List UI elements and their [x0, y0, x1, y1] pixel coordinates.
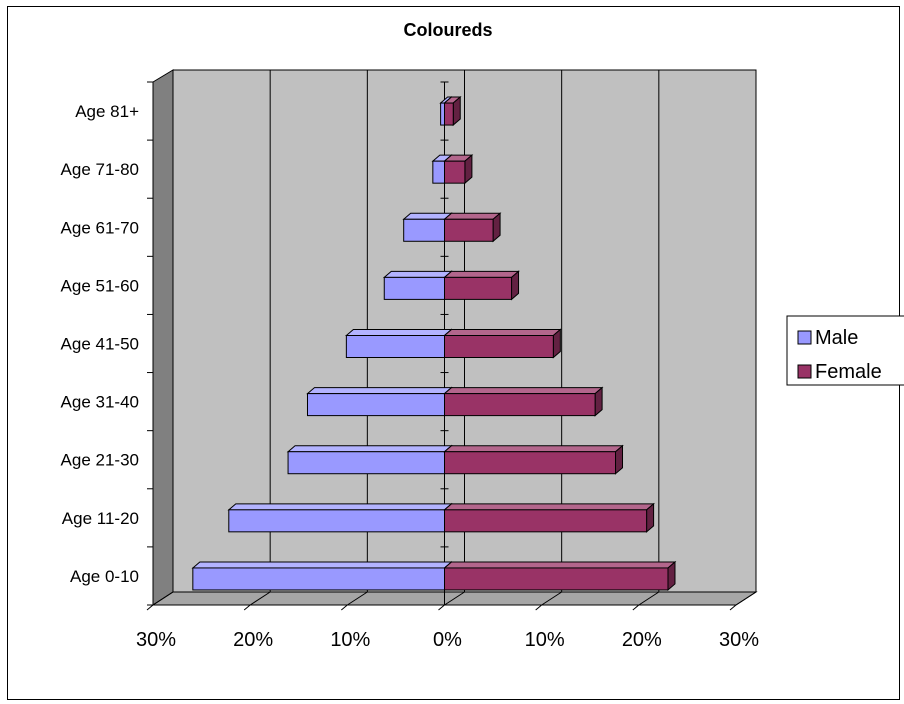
- bar-male-top: [345, 329, 453, 336]
- bar-male-front: [192, 567, 445, 591]
- bar-female-front: [444, 276, 513, 300]
- legend-swatch-female: [797, 364, 812, 379]
- category-label: Age 21-30: [61, 451, 139, 470]
- bar-male-top: [382, 270, 453, 278]
- bar-female: [443, 154, 474, 185]
- category-label: Age 71-80: [61, 160, 139, 179]
- bar-male-top: [402, 212, 453, 220]
- bar-female-front: [444, 567, 669, 591]
- bar-female-front: [444, 335, 554, 358]
- bar-female-top: [443, 212, 502, 220]
- x-tick-label: 30%: [136, 629, 176, 651]
- value-tick: [341, 604, 348, 611]
- bar-female-top: [443, 270, 520, 278]
- floor-gridline: [249, 591, 271, 606]
- bar-female-top: [443, 503, 655, 511]
- bar-female: [443, 502, 655, 533]
- bar-male: [306, 386, 453, 417]
- bar-female: [443, 386, 604, 417]
- category-labels: Age 0-10 Age 11-20 Age 21-30 Age 31-40 Age 4…: [61, 102, 140, 586]
- floor-gridline: [541, 591, 562, 606]
- category-label: Age 81+: [75, 102, 139, 121]
- bar-female-front: [444, 218, 494, 242]
- bar-male-top: [227, 503, 453, 511]
- legend-swatch-male: [797, 330, 812, 345]
- bar-male: [286, 444, 453, 475]
- bar-female: [443, 444, 624, 475]
- bar-female-top: [443, 445, 624, 453]
- chart-side-wall: [152, 69, 174, 606]
- bar-female: [443, 328, 562, 359]
- bar-female: [443, 560, 677, 592]
- bar-male-top: [191, 561, 453, 569]
- x-tick-label: 20%: [622, 629, 662, 651]
- bar-male: [191, 560, 453, 592]
- category-label: Age 31-40: [61, 393, 139, 412]
- category-label: Age 41-50: [61, 335, 139, 354]
- bar-male: [345, 328, 453, 359]
- bar-male-front: [306, 393, 445, 417]
- bar-female-front: [444, 102, 454, 126]
- category-label: Age 61-70: [61, 218, 139, 237]
- legend-label-female: Female: [815, 361, 882, 383]
- value-tick: [632, 604, 640, 611]
- bar-female-top: [443, 387, 604, 395]
- bar-male-top: [306, 387, 453, 395]
- floor-gridline: [444, 591, 465, 606]
- x-tick-label: 30%: [719, 629, 759, 651]
- x-tick-label: 0%: [433, 629, 462, 651]
- value-tick: [535, 604, 542, 611]
- bar-female: [443, 212, 502, 243]
- value-tick: [438, 604, 445, 611]
- bar-male-front: [287, 451, 446, 475]
- category-label: Age 0-10: [70, 567, 139, 586]
- bar-male-front: [440, 102, 446, 126]
- bar-female-front: [444, 509, 648, 533]
- bar-female-top: [443, 561, 677, 569]
- bar-male-front: [345, 335, 445, 358]
- x-tick-labels: 30% 20% 10% 0% 10% 20% 30%: [136, 629, 759, 651]
- floor-gridline: [347, 591, 368, 606]
- bar-female-front: [444, 160, 466, 184]
- x-tick-label: 20%: [233, 629, 273, 651]
- legend-label-male: Male: [815, 327, 858, 349]
- bar-male-front: [403, 218, 446, 242]
- value-tick: [729, 604, 737, 611]
- bar-male-top: [286, 445, 453, 453]
- bar-male-front: [432, 160, 445, 184]
- category-label: Age 51-60: [61, 276, 139, 295]
- bar-male-front: [383, 276, 445, 300]
- bar-female: [443, 95, 462, 127]
- floor-gridline: [152, 591, 174, 606]
- category-label: Age 11-20: [62, 509, 139, 528]
- bar-female: [443, 270, 520, 301]
- value-tick: [146, 604, 154, 611]
- x-tick-label: 10%: [330, 629, 370, 651]
- floor-gridline: [735, 591, 757, 606]
- bar-male: [382, 270, 453, 301]
- bar-female-front: [444, 393, 596, 417]
- legend: Male Female: [786, 315, 904, 386]
- bar-female-front: [444, 451, 617, 475]
- chart-title: Coloureds: [403, 20, 492, 40]
- bar-female-top: [443, 329, 562, 336]
- bar-male-front: [228, 509, 445, 533]
- x-tick-label: 10%: [525, 629, 565, 651]
- value-tick: [243, 604, 251, 611]
- bars: [191, 95, 677, 592]
- bar-male: [227, 502, 453, 533]
- floor-gridline: [638, 591, 660, 606]
